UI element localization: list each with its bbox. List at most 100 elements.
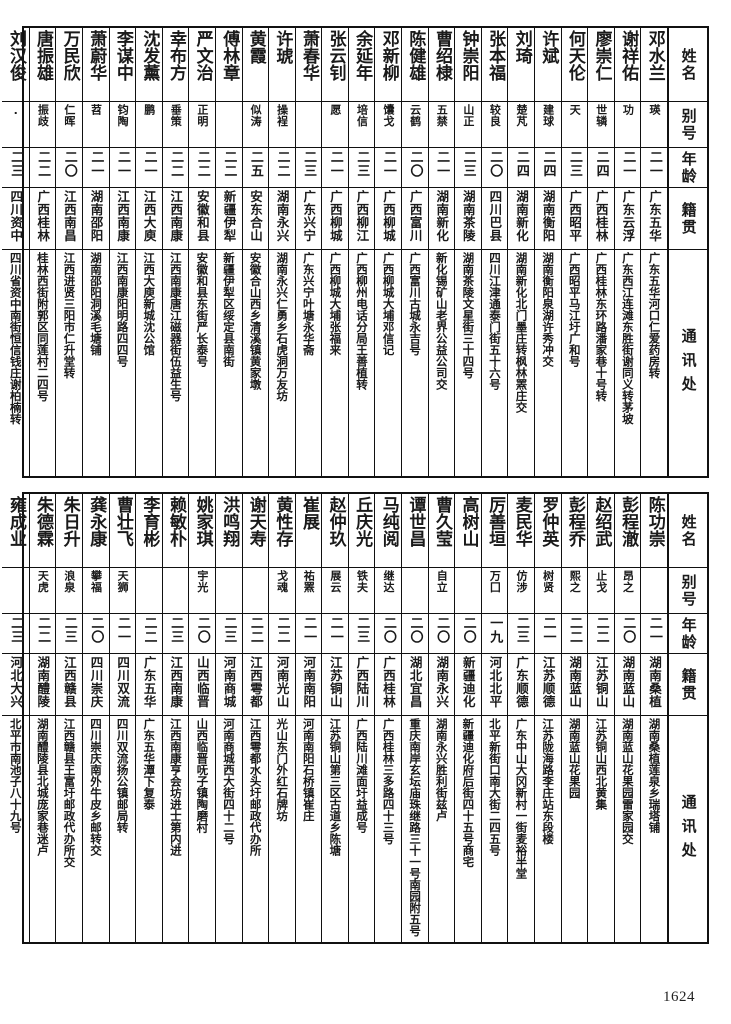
roster-entry-column[interactable]: 陈健雄 云鹤 二〇 广西富川 广西富川古城永吉号 bbox=[401, 28, 428, 476]
cell-name: 许斌 bbox=[535, 28, 561, 102]
roster-entry-column[interactable]: 龚永康 攀福 二〇 四川崇庆 四川崇庆南外牛皮乡邮转交 bbox=[81, 494, 109, 942]
roster-entry-column[interactable]: 马纯阅 继达 二〇 广西桂林 广西桂林三多路四十三号 bbox=[374, 494, 402, 942]
roster-entry-column[interactable]: 钟崇阳 山正 二三 湖南茶陵 湖南茶陵文星街三十四号 bbox=[454, 28, 481, 476]
cell-name: 朱日升 bbox=[56, 494, 82, 568]
roster-entry-column[interactable]: 高树山 二〇 新疆迪化 新疆迪化府后街四十五号商宅 bbox=[454, 494, 481, 942]
cell-alias: 似涛 bbox=[242, 102, 269, 148]
roster-entry-column[interactable]: 谭世昌 二〇 湖北宜昌 重庆南岸玄坛庙珠继路三十一号南园附五号 bbox=[401, 494, 428, 942]
roster-entry-column[interactable]: 严文治 正明 二二 安徽和县 安徽和县东街严长泰号 bbox=[188, 28, 215, 476]
cell-name-text: 朱德霖 bbox=[33, 496, 54, 547]
cell-name: 李育彬 bbox=[136, 494, 162, 568]
cell-name: 幸布方 bbox=[162, 28, 189, 102]
roster-entry-column[interactable]: 彭程澈 昂之 二〇 湖南蓝山 湖南蓝山花果园雷家园交 bbox=[613, 494, 641, 942]
roster-entry-column[interactable]: 邓水兰瑛二一 广东五华 广东五华河口仁爱药房转 bbox=[640, 28, 667, 476]
cell-age: 二三 bbox=[295, 148, 322, 188]
cell-addr: 江西南康阳明路四四号 bbox=[110, 250, 136, 476]
cell-native: 新疆伊犁 bbox=[215, 188, 242, 250]
roster-entry-column[interactable]: 唐振雄 振歧 二二 广西桂林 桂林西街附郭区同莲村二四号 bbox=[28, 28, 56, 476]
roster-entry-column[interactable]: 曹绍棣 五禁 二一 湖南新化 新化锡矿山老界公益公司交 bbox=[427, 28, 455, 476]
cell-addr-text: 广西桂林三多路四十三号 bbox=[381, 718, 396, 845]
cell-native-text: 湖南永兴 bbox=[274, 190, 290, 242]
cell-alias: 操裎 bbox=[269, 102, 295, 148]
roster-entry-column[interactable]: 丘庆光 铁夫 二三 广西陆川 广西陆川滩面圩益成号 bbox=[347, 494, 375, 942]
cell-age-text: 二〇 bbox=[620, 616, 636, 644]
roster-entry-column[interactable]: 李育彬 二二 广东五华 广东五华潭下复泰 bbox=[135, 494, 162, 942]
roster-entry-column[interactable]: 黄性存 戈魂 二二 河南光山 光山东门外红石牌坊 bbox=[268, 494, 295, 942]
cell-alias-text: 昂之 bbox=[621, 570, 635, 593]
roster-entry-column[interactable]: 沈发薰鹏二一 江西大庾 江西大庾新城沈公馆 bbox=[135, 28, 162, 476]
cell-native: 湖北宜昌 bbox=[402, 654, 428, 716]
roster-entry-column[interactable]: 万民欣 仁晖 二〇 江西南昌 江西进贤三阳市仁升堂转 bbox=[55, 28, 82, 476]
cell-age-text: 二一 bbox=[380, 150, 396, 178]
roster-entry-column[interactable]: 彭程乔 熙之 二二 湖南蓝山 湖南蓝山花果园 bbox=[560, 494, 588, 942]
cell-alias bbox=[455, 568, 481, 614]
row-header-age: 年龄 bbox=[669, 148, 707, 188]
roster-entry-column[interactable]: 张本福 较良 二〇 四川巴县 四川江津通泰门街五十六号 bbox=[480, 28, 508, 476]
cell-alias-text: 自立 bbox=[435, 570, 449, 593]
roster-entry-column[interactable]: 朱日升 浪泉 二三 江西赣县 江西赣县王富圩邮政代办所交 bbox=[55, 494, 82, 942]
cell-alias: 祐罴 bbox=[295, 568, 322, 614]
roster-entry-column[interactable]: 姚家琪 宇光 二〇 山西临晋 山西临晋呒子镇陶磨村 bbox=[188, 494, 215, 942]
cell-alias-text: 攀福 bbox=[89, 570, 103, 593]
cell-age-text: 二一 bbox=[327, 616, 343, 644]
roster-entry-column[interactable]: 许斌 建球 二四 湖南衡阳 湖南衡阳泉湖许秀冲交 bbox=[534, 28, 561, 476]
cell-addr: 河南南阳石桥镇崔庄 bbox=[296, 716, 322, 942]
roster-entry-column[interactable]: 朱德霖 天虎 二二 湖南醴陵 湖南醴陵县北城庞家巷迷卢 bbox=[28, 494, 56, 942]
roster-entry-column[interactable]: 傅林章 二二 新疆伊犁 新疆伊犁区绥定县南街 bbox=[214, 28, 242, 476]
roster-entry-column[interactable]: 邓新柳 馕戈 二一 广西柳城 广西柳城大埔邓信记 bbox=[374, 28, 402, 476]
roster-entry-column[interactable]: 赖敏朴 二三 江西南康 江西南康亨会坊进士第内进 bbox=[161, 494, 189, 942]
roster-entry-column[interactable]: 何天伦天二三 广西昭平 广西昭平马江圩广和号 bbox=[560, 28, 588, 476]
cell-alias: 天 bbox=[561, 102, 588, 148]
roster-entry-column[interactable]: 刘汉俊. 二三 四川资中 四川省资中南街恒信钱庄谢柏楠转 bbox=[2, 28, 29, 476]
cell-name: 洪鸣翔 bbox=[215, 494, 242, 568]
roster-entry-column[interactable]: 陈功崇 二一 湖南桑植 湖南桑植莲泉乡瑞塔铺 bbox=[640, 494, 667, 942]
cell-addr: 江西进贤三阳市仁升堂转 bbox=[56, 250, 82, 476]
cell-alias: 攀福 bbox=[82, 568, 109, 614]
cell-age-text: 二五 bbox=[247, 150, 263, 178]
roster-entry-column[interactable]: 洪鸣翔 二三 河南商城 河南商城西大街四十二号 bbox=[214, 494, 242, 942]
cell-addr: 广西柳城大埔张福来 bbox=[322, 250, 348, 476]
roster-entry-column[interactable]: 余延年 培信 二三 广西柳江 广西柳州电话分局王善植转 bbox=[347, 28, 375, 476]
cell-age: 二〇 bbox=[375, 614, 402, 654]
cell-name-text: 崔展 bbox=[298, 496, 319, 530]
cell-name-text: 曹久莹 bbox=[431, 496, 452, 547]
cell-native-text: 广西富川 bbox=[407, 190, 423, 242]
cell-name: 张云钊 bbox=[322, 28, 348, 102]
cell-native: 江西赣县 bbox=[56, 654, 82, 716]
roster-table-top: 姓名 别号 年龄 籍贯 通讯处 邓水兰瑛二一 广东五华 广东五华河口仁爱药房转 谢祥佑功二一 广东… bbox=[2, 26, 709, 478]
roster-entry-column[interactable]: 萧蔚华苕二一 湖南邵阳 湖南邵阳洞溪毛塘铺 bbox=[81, 28, 109, 476]
cell-native-text: 河北北平 bbox=[487, 656, 503, 708]
cell-alias: 楚芃 bbox=[508, 102, 535, 148]
roster-entry-column[interactable]: 厉善垣 万囗 一九 河北北平 北平新街口南大街二四五号 bbox=[480, 494, 508, 942]
cell-age: 二一 bbox=[109, 614, 136, 654]
roster-entry-column[interactable]: 谢祥佑功二一 广东云浮 广东西江连滩东胜街谢同义转茅坡 bbox=[613, 28, 641, 476]
roster-entry-column[interactable]: 廖崇仁 世辚 二四 广西桂林 广西桂林东环路潘家巷十号转 bbox=[587, 28, 614, 476]
roster-entry-column[interactable]: 幸布方 垂策 二二 江西南康 江西南康唐江磁器街伍益生号 bbox=[161, 28, 189, 476]
roster-entry-column[interactable]: 崔展 祐罴 二一 河南南阳 河南南阳石桥镇崔庄 bbox=[294, 494, 322, 942]
roster-entry-column[interactable]: 曹久莹 自立 二〇 湖南永兴 湖南永兴胜利街兹卢 bbox=[427, 494, 455, 942]
roster-entry-column[interactable]: 黄霞 似涛 二五 安东合山 安徽合山西乡清溪镇黄家墩 bbox=[241, 28, 269, 476]
cell-native-text: 江苏铜山 bbox=[327, 656, 343, 708]
cell-alias: 山正 bbox=[455, 102, 481, 148]
roster-entry-column[interactable]: 曹壮飞 天狮 二一 四川双流 四川双流扬公镇邮局转 bbox=[108, 494, 136, 942]
cell-name-text: 李谋中 bbox=[112, 30, 133, 81]
roster-entry-column[interactable]: 赵绍武 止戈 二二 江苏铜山 江苏铜山西北黄集 bbox=[587, 494, 614, 942]
cell-age-text: 二二 bbox=[35, 616, 51, 644]
cell-addr-text: 河南商城西大街四十二号 bbox=[222, 718, 237, 845]
roster-entry-column[interactable]: 赵仲玖 展云 二一 江苏铜山 江苏铜山第三区古道乡陈塘 bbox=[321, 494, 348, 942]
row-header-label: 年龄 bbox=[679, 151, 698, 185]
roster-entry-column[interactable]: 萧春华 二三 广东兴宁 广东兴宁叶塘永华斋 bbox=[294, 28, 322, 476]
roster-entry-column[interactable]: 麦民华 仿涉 二三 广东顺德 广东中山大冈新村一街麦裕半堂 bbox=[507, 494, 535, 942]
cell-alias-text: 馕戈 bbox=[382, 104, 396, 127]
roster-entry-column[interactable]: 李谋中 钧陶 二一 江西南康 江西南康阳明路四四号 bbox=[108, 28, 136, 476]
roster-entry-column[interactable]: 许琥 操裎 二二 湖南永兴 湖南永兴仁勇乡石虎洞万友坊 bbox=[268, 28, 295, 476]
cell-alias-text: 仁晖 bbox=[62, 104, 76, 127]
roster-entry-column[interactable]: 谢天寿 二二 江西雩都 江西雩都水头圩邮政代办所 bbox=[241, 494, 269, 942]
roster-entry-column[interactable]: 刘琦 楚芃 二四 湖南新化 湖南新化北门墨庄转枫林罴庄交 bbox=[507, 28, 535, 476]
cell-age: 二二 bbox=[588, 614, 614, 654]
cell-age: 二三 bbox=[162, 614, 189, 654]
cell-age-text: 二三 bbox=[168, 616, 184, 644]
roster-entry-column[interactable]: 罗仲英 树贤 二一 江苏顺德 江苏陇海路李庄站东段楼 bbox=[534, 494, 561, 942]
roster-entry-column[interactable]: 张云钊愿二一 广西柳城 广西柳城大埔张福来 bbox=[321, 28, 348, 476]
roster-entry-column[interactable]: 雍成业 二三 河北大兴 北平市南池子八十九号 bbox=[2, 494, 29, 942]
